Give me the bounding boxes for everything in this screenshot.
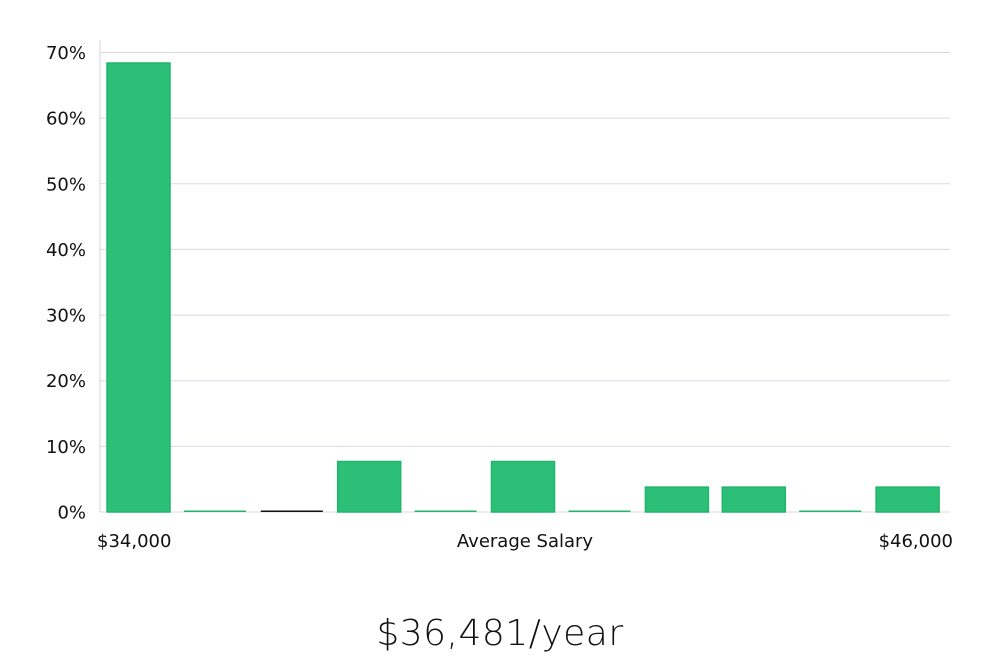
bar-4 <box>336 460 402 513</box>
y-tick-labels: 0% 10% 20% 30% 40% 50% 60% 70% <box>46 43 86 524</box>
y-tick-label-70: 70% <box>46 43 86 64</box>
bar-9 <box>721 486 787 513</box>
x-min-label: $34,000 <box>97 531 171 552</box>
bar-8 <box>644 486 710 513</box>
salary-histogram-chart: 0% 10% 20% 30% 40% 50% 60% 70% $34,000 Average … <box>46 40 953 552</box>
x-axis-labels: $34,000 Average Salary $46,000 <box>97 531 953 552</box>
y-tick-label-40: 40% <box>46 240 86 261</box>
bar-6 <box>490 460 556 513</box>
bar-1 <box>106 62 171 513</box>
bar-7 <box>568 510 631 512</box>
grid-lines <box>100 52 950 513</box>
bar-5 <box>414 510 477 512</box>
bar-11 <box>875 486 940 513</box>
bar-10 <box>799 510 862 512</box>
bar-2 <box>183 510 246 512</box>
bar-3 <box>260 510 323 512</box>
x-axis-title: Average Salary <box>457 531 594 552</box>
y-tick-label-30: 30% <box>46 306 86 327</box>
y-tick-label-60: 60% <box>46 109 86 130</box>
bars <box>106 62 940 513</box>
x-max-label: $46,000 <box>879 531 953 552</box>
y-tick-label-50: 50% <box>46 174 86 195</box>
y-tick-label-10: 10% <box>46 437 86 458</box>
y-tick-label-20: 20% <box>46 371 86 392</box>
y-tick-label-0: 0% <box>57 503 86 524</box>
average-salary-value: $36,481/year <box>376 613 624 654</box>
